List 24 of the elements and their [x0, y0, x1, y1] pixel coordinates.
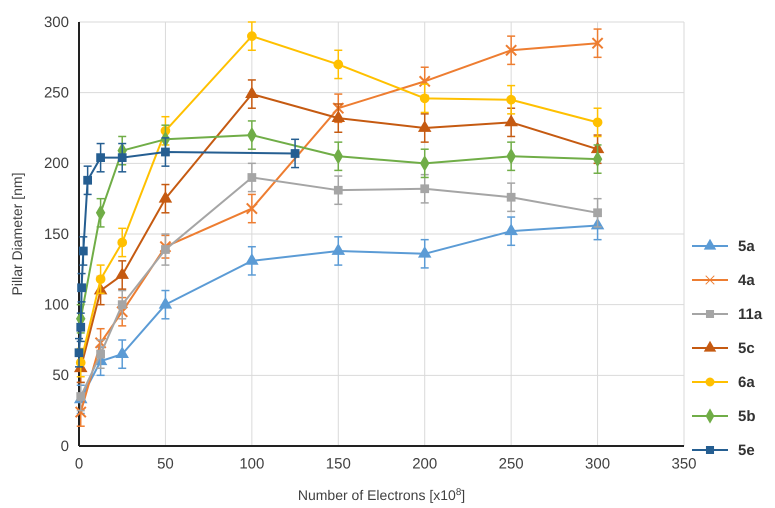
legend-label: 6a	[738, 374, 756, 391]
x-tick-label: 300	[585, 456, 610, 473]
y-tick-label: 150	[44, 226, 69, 243]
legend-label: 5b	[738, 408, 756, 425]
legend-label: 5c	[738, 340, 755, 357]
x-axis-title: Number of Electrons [x10$^{8}$]	[298, 486, 466, 503]
x-tick-label: 0	[74, 456, 84, 473]
legend-label: 5a	[738, 238, 756, 255]
y-tick-label: 100	[44, 296, 69, 314]
y-tick-label: 200	[44, 155, 69, 172]
y-tick-label: 50	[52, 367, 69, 384]
x-tick-label: 100	[239, 456, 264, 473]
x-tick-label: 200	[412, 456, 438, 473]
y-tick-label: 250	[44, 84, 69, 102]
y-axis-title: Pillar Diameter [nm]	[9, 172, 25, 296]
y-tick-label: 0	[60, 438, 69, 455]
y-tick-label: 300	[44, 14, 69, 31]
x-tick-label: 350	[671, 456, 697, 473]
x-tick-label: 50	[157, 456, 174, 473]
legend-label: 5e	[738, 442, 755, 459]
legend-label: 4a	[738, 272, 756, 289]
legend-label: 11a	[738, 306, 763, 323]
x-tick-label: 250	[498, 456, 524, 473]
x-tick-label: 150	[326, 456, 351, 473]
